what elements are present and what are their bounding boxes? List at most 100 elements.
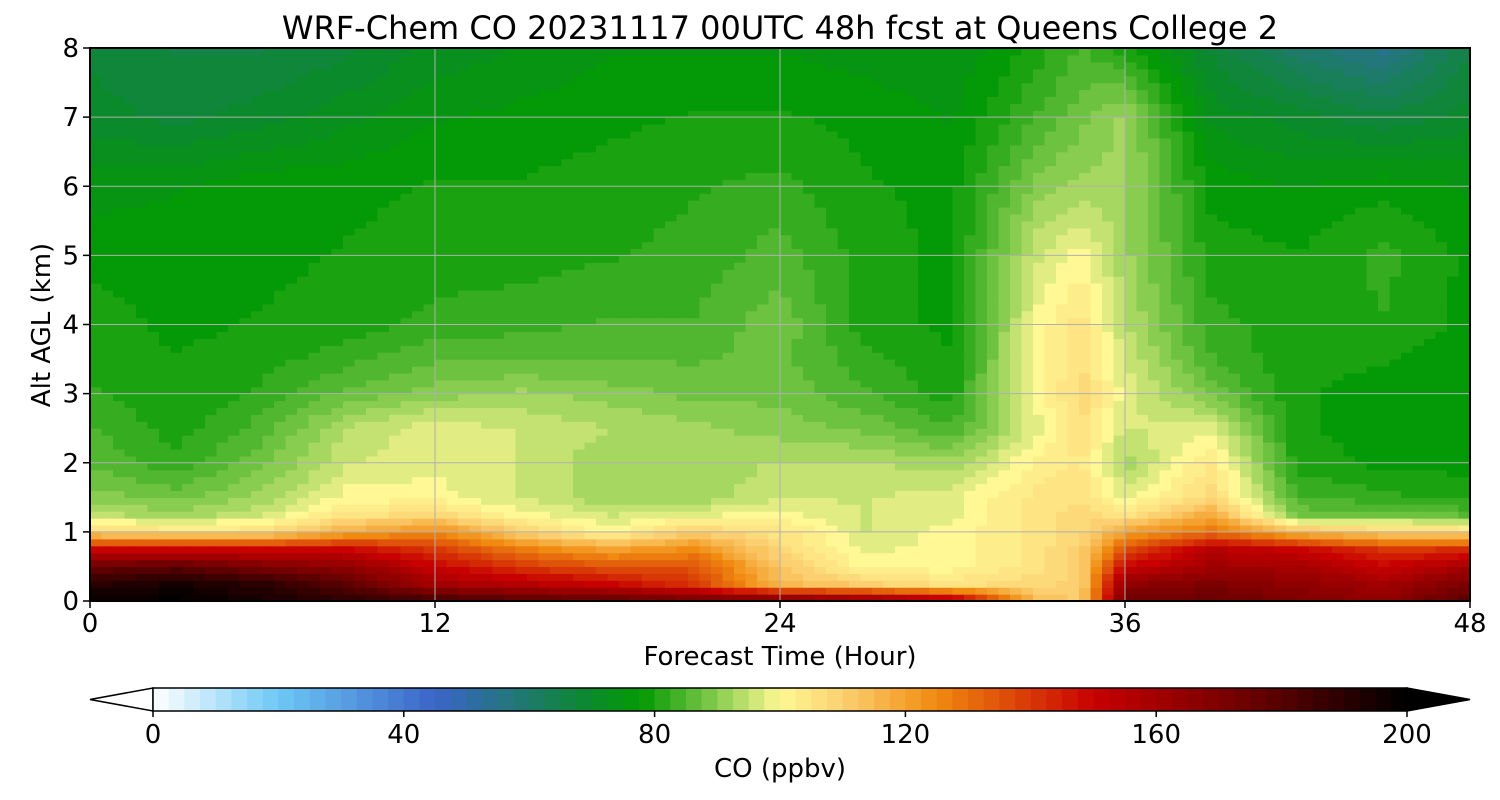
field-cell: [550, 524, 563, 533]
field-cell: [274, 331, 287, 339]
field-cell: [147, 448, 160, 457]
field-cell: [527, 511, 540, 519]
field-cell: [1378, 338, 1391, 346]
field-cell: [711, 393, 724, 402]
field-cell: [653, 310, 666, 319]
field-cell: [262, 504, 275, 512]
field-cell: [814, 365, 827, 374]
field-cell: [1056, 407, 1069, 415]
field-cell: [446, 490, 459, 498]
field-cell: [1366, 393, 1379, 402]
field-cell: [159, 455, 172, 464]
field-cell: [1412, 497, 1425, 505]
field-cell: [1458, 580, 1470, 588]
field-cell: [170, 497, 183, 505]
field-cell: [952, 393, 965, 402]
field-cell: [803, 566, 816, 574]
field-cell: [458, 324, 471, 333]
field-cell: [734, 469, 747, 478]
field-cell: [469, 393, 482, 402]
field-cell: [1343, 393, 1356, 402]
field-cell: [228, 573, 241, 581]
field-cell: [653, 359, 666, 367]
field-cell: [1228, 393, 1241, 402]
field-cell: [1332, 573, 1345, 581]
field-cell: [1343, 559, 1356, 568]
field-cell: [400, 421, 413, 429]
field-cell: [1125, 559, 1138, 568]
field-cell: [343, 324, 356, 333]
field-cell: [1010, 352, 1023, 360]
field-cell: [101, 552, 114, 561]
field-cell: [814, 324, 827, 333]
field-cell: [1067, 518, 1080, 526]
field-cell: [469, 338, 482, 346]
field-cell: [688, 552, 701, 561]
field-cell: [1435, 524, 1448, 533]
field-cell: [573, 504, 586, 512]
field-cell: [550, 345, 563, 353]
field-cell: [860, 352, 873, 360]
field-cell: [895, 511, 908, 519]
field-cell: [504, 310, 517, 319]
field-cell: [297, 455, 310, 464]
field-cell: [1309, 580, 1322, 588]
field-cell: [860, 559, 873, 568]
field-cell: [1389, 345, 1402, 353]
field-cell: [193, 511, 206, 519]
field-cell: [1079, 455, 1092, 464]
field-cell: [757, 552, 770, 561]
field-cell: [1044, 580, 1057, 588]
field-cell: [354, 545, 367, 554]
field-cell: [90, 442, 103, 450]
field-cell: [803, 448, 816, 457]
field-cell: [1021, 559, 1034, 568]
field-cell: [849, 538, 862, 547]
field-cell: [1343, 594, 1356, 601]
field-cell: [101, 538, 114, 547]
field-cell: [239, 455, 252, 464]
field-cell: [596, 310, 609, 319]
field-cell: [1056, 448, 1069, 457]
field-cell: [906, 338, 919, 346]
field-cell: [895, 566, 908, 574]
field-cell: [987, 421, 1000, 429]
field-cell: [205, 552, 218, 561]
field-cell: [1113, 580, 1126, 588]
field-cell: [1148, 428, 1161, 436]
field-cell: [1021, 455, 1034, 464]
field-cell: [1136, 331, 1149, 339]
field-cell: [872, 511, 885, 519]
field-cell: [193, 352, 206, 360]
field-cell: [1240, 352, 1253, 360]
field-cell: [734, 407, 747, 415]
field-cell: [320, 345, 333, 353]
field-cell: [987, 504, 1000, 512]
field-cell: [193, 310, 206, 319]
field-cell: [780, 580, 793, 588]
field-cell: [1447, 490, 1460, 498]
field-cell: [780, 559, 793, 568]
field-cell: [964, 587, 977, 595]
field-cell: [906, 518, 919, 526]
field-cell: [1136, 359, 1149, 367]
field-cell: [837, 324, 850, 333]
field-cell: [1079, 462, 1092, 471]
field-cell: [377, 497, 390, 505]
field-cell: [1309, 476, 1322, 485]
field-cell: [239, 545, 252, 554]
field-cell: [803, 524, 816, 533]
field-cell: [780, 455, 793, 464]
field-cell: [1033, 490, 1046, 498]
field-cell: [193, 566, 206, 574]
field-cell: [1067, 490, 1080, 498]
field-cell: [1090, 365, 1103, 374]
field-cell: [205, 566, 218, 574]
field-cell: [124, 407, 137, 415]
field-cell: [1056, 421, 1069, 429]
field-cell: [745, 338, 758, 346]
field-cell: [665, 594, 678, 601]
field-cell: [1217, 448, 1230, 457]
field-cell: [745, 331, 758, 339]
field-cell: [584, 338, 597, 346]
